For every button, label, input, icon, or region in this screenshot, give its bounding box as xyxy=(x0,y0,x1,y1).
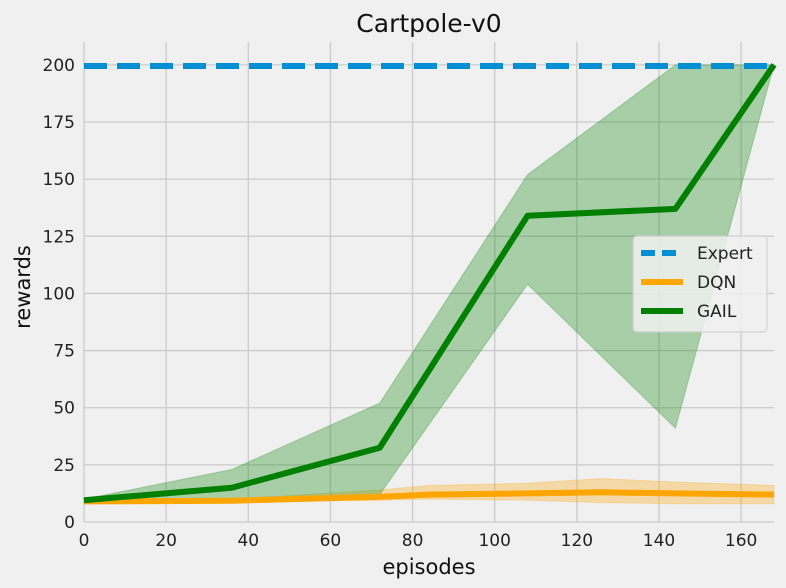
y-tick-label: 25 xyxy=(53,456,75,476)
y-tick-label: 75 xyxy=(53,342,75,362)
line-dqn xyxy=(83,489,775,505)
legend-label-dqn: DQN xyxy=(697,273,736,293)
x-tick-labels: 0 20 40 60 80 100 120 140 160 xyxy=(79,531,758,551)
chart-title: Cartpole-v0 xyxy=(356,9,501,38)
x-tick-label: 60 xyxy=(320,531,342,551)
grid xyxy=(83,42,774,523)
y-tick-label: 200 xyxy=(43,56,75,76)
y-tick-label: 100 xyxy=(43,284,75,304)
x-tick-label: 160 xyxy=(725,531,757,551)
x-tick-label: 120 xyxy=(561,531,593,551)
series-lines xyxy=(83,63,777,505)
y-tick-label: 125 xyxy=(43,227,75,247)
legend-label-gail: GAIL xyxy=(697,302,737,322)
x-axis-label: episodes xyxy=(382,555,475,579)
legend-label-expert: Expert xyxy=(697,244,753,264)
y-tick-label: 50 xyxy=(53,399,75,419)
y-tick-labels: 0 25 50 75 100 125 150 175 200 xyxy=(43,56,75,533)
x-tick-label: 80 xyxy=(402,531,424,551)
x-tick-label: 20 xyxy=(155,531,177,551)
x-tick-label: 140 xyxy=(643,531,675,551)
line-gail xyxy=(83,63,777,504)
x-tick-label: 40 xyxy=(237,531,259,551)
y-tick-label: 150 xyxy=(43,170,75,190)
y-axis-label: rewards xyxy=(11,245,35,329)
y-tick-label: 0 xyxy=(64,513,75,533)
y-tick-label: 175 xyxy=(43,113,75,133)
x-tick-label: 0 xyxy=(79,531,90,551)
legend: Expert DQN GAIL xyxy=(632,235,768,333)
x-tick-label: 100 xyxy=(478,531,510,551)
